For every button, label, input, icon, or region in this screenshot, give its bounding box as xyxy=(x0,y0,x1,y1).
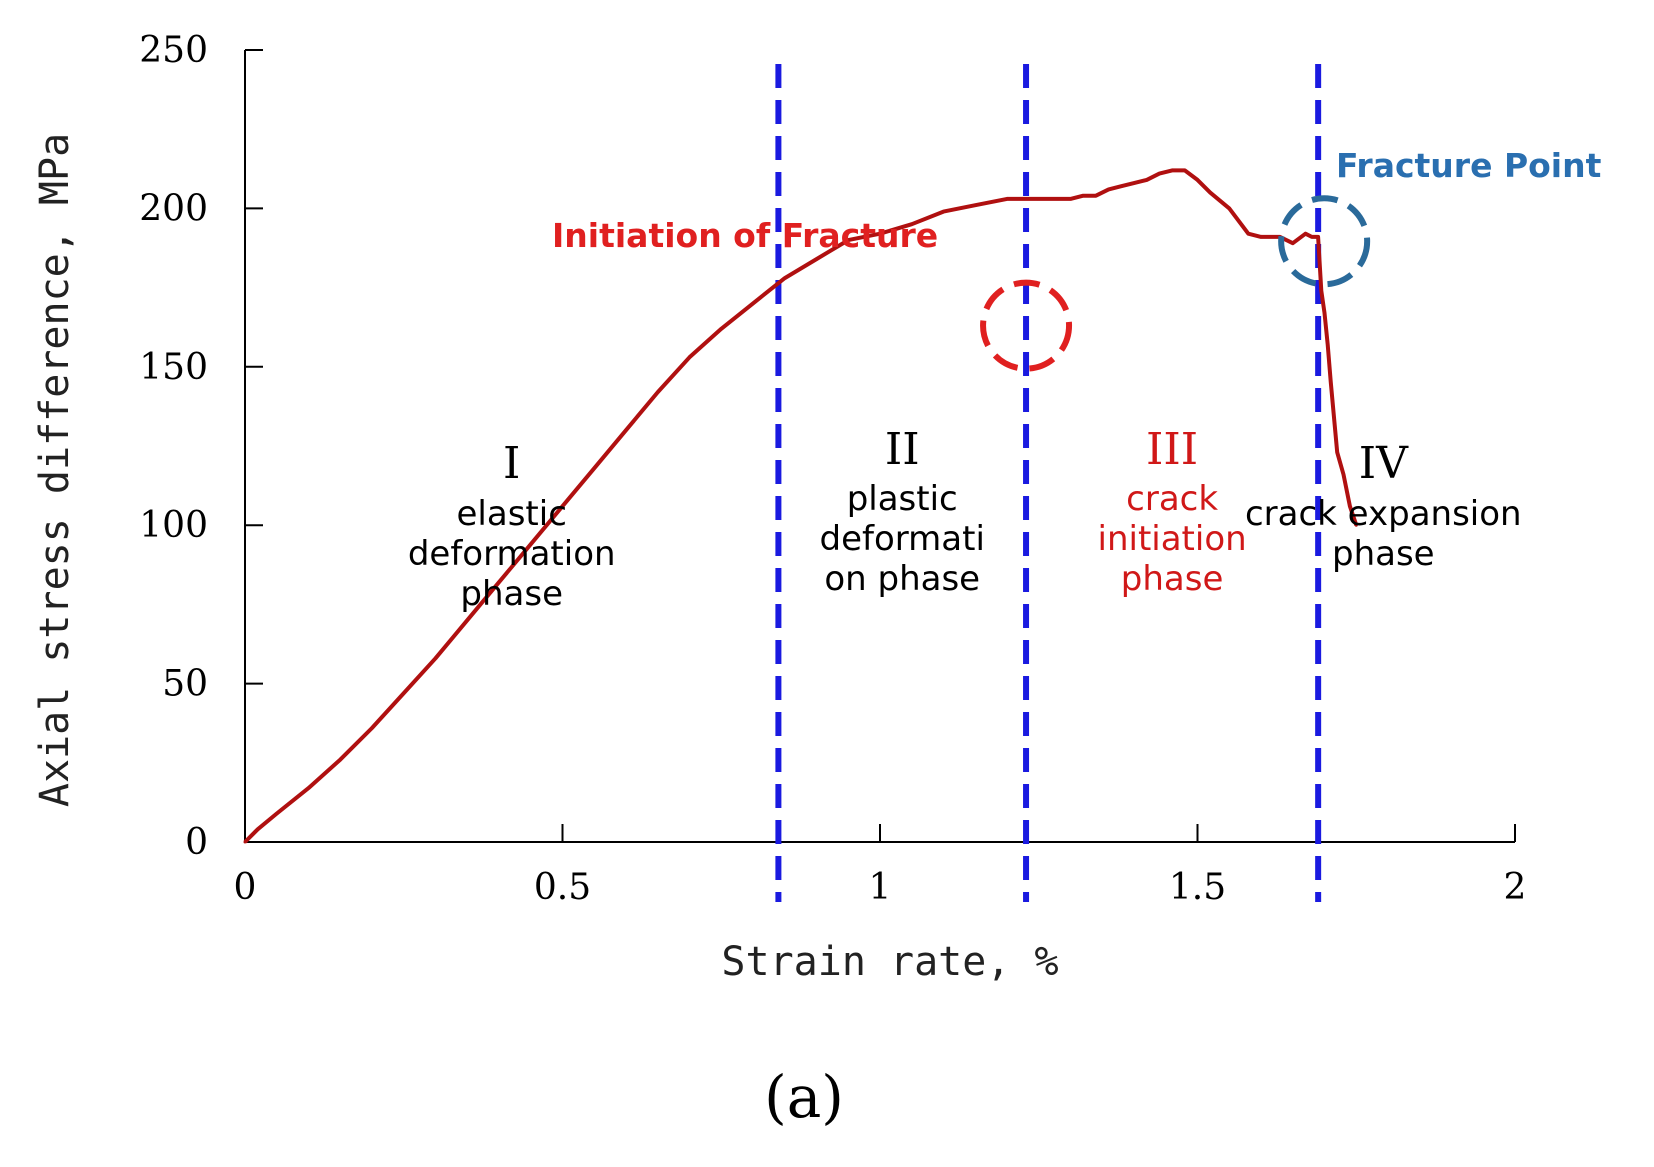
fracture-point-marker-circle xyxy=(1278,195,1371,288)
data-point xyxy=(624,428,628,432)
data-point xyxy=(1329,381,1333,385)
phase-3-label-line: phase xyxy=(1121,559,1224,599)
data-point xyxy=(465,618,469,622)
phase-2-label-line: on phase xyxy=(824,559,980,599)
data-point xyxy=(1354,523,1358,527)
data-point xyxy=(1081,194,1085,198)
data-point xyxy=(942,210,945,214)
data-point xyxy=(529,542,533,546)
data-point xyxy=(1348,504,1352,508)
data-point xyxy=(846,238,850,242)
data-point xyxy=(1005,197,1009,201)
phase-3-numeral: III xyxy=(1146,424,1198,475)
data-point xyxy=(275,811,279,815)
phase-1-label-line: elastic xyxy=(457,494,567,534)
data-point xyxy=(910,222,914,226)
data-point xyxy=(1342,473,1346,477)
data-point xyxy=(402,691,406,695)
phase-2-numeral: II xyxy=(885,424,920,475)
data-point xyxy=(719,327,723,331)
data-point xyxy=(592,466,596,470)
data-point xyxy=(561,504,564,508)
y-axis-label: Axial stress difference, MPa xyxy=(32,133,78,807)
phase-3-label-line: initiation xyxy=(1098,519,1247,559)
data-point xyxy=(1227,206,1231,210)
phase-2-label-line: plastic xyxy=(847,479,958,519)
data-point xyxy=(1107,187,1111,191)
x-tick-label: 1 xyxy=(869,867,892,908)
phase-4-label-line: phase xyxy=(1332,534,1435,574)
data-point xyxy=(1303,232,1307,236)
x-tick-label: 0.5 xyxy=(534,867,591,908)
data-point xyxy=(656,390,660,394)
x-axis-label: Strain rate, % xyxy=(721,939,1058,985)
initiation-marker-circle xyxy=(980,279,1073,372)
phase-2-label-line: deformati xyxy=(820,519,985,559)
data-point xyxy=(1259,235,1263,239)
data-point xyxy=(1132,181,1136,185)
panel-label: (a) xyxy=(764,1063,844,1131)
phase-boundaries xyxy=(775,64,1322,902)
fracture-point-label: Fracture Point xyxy=(1336,146,1602,185)
data-point xyxy=(1094,194,1098,198)
x-tick-label: 0 xyxy=(234,867,257,908)
data-point xyxy=(497,580,501,584)
data-point xyxy=(1208,191,1212,195)
phase-4-label-line: crack expansion xyxy=(1245,494,1522,534)
data-point xyxy=(307,786,310,790)
initiation-of-fracture-label: Initiation of Fracture xyxy=(552,216,938,255)
markers xyxy=(980,195,1371,372)
y-tick-label: 200 xyxy=(139,188,208,229)
data-point xyxy=(338,758,342,762)
phase-1-numeral: I xyxy=(503,438,520,489)
y-tick-label: 0 xyxy=(185,822,208,863)
data-point xyxy=(815,257,818,261)
data-point xyxy=(1196,178,1199,182)
data-point xyxy=(1316,235,1320,239)
data-point xyxy=(243,840,247,844)
data-point xyxy=(370,726,374,730)
data-point xyxy=(1037,197,1041,201)
data-point xyxy=(434,656,437,660)
series-group xyxy=(243,168,1359,844)
phase-3-label-line: crack xyxy=(1126,479,1218,519)
y-tick-label: 100 xyxy=(139,505,208,546)
phase-1-label-line: phase xyxy=(460,574,563,614)
y-tick-label: 50 xyxy=(162,664,208,705)
labels: Axial stress difference, MPa Strain rate… xyxy=(32,133,1602,1131)
x-tick-label: 2 xyxy=(1504,867,1527,908)
y-tick-label: 150 xyxy=(139,347,208,388)
data-point xyxy=(1319,289,1323,293)
y-tick-label: 250 xyxy=(139,30,208,71)
data-point xyxy=(1069,197,1072,201)
data-point xyxy=(1056,197,1060,201)
data-point xyxy=(1183,168,1187,172)
data-point xyxy=(1291,241,1295,245)
data-point xyxy=(1310,235,1314,239)
data-point xyxy=(973,203,977,207)
data-point xyxy=(1145,178,1149,182)
data-point xyxy=(1246,232,1250,236)
x-tick-label: 1.5 xyxy=(1169,867,1226,908)
data-point xyxy=(1157,172,1161,176)
data-point xyxy=(878,232,882,236)
data-point xyxy=(1119,184,1123,188)
phase-4-numeral: IV xyxy=(1359,438,1409,489)
data-point xyxy=(1323,311,1326,315)
data-point xyxy=(688,355,691,359)
phase-1-label-line: deformation xyxy=(408,534,616,574)
data-point xyxy=(1170,168,1174,172)
data-point xyxy=(256,827,260,831)
data-point xyxy=(751,301,755,305)
axes: 0 0.5 1 1.5 2 0 50 100 150 200 250 xyxy=(139,30,1526,908)
data-point xyxy=(783,276,787,280)
data-point xyxy=(1335,450,1339,454)
data-point xyxy=(1326,343,1330,347)
